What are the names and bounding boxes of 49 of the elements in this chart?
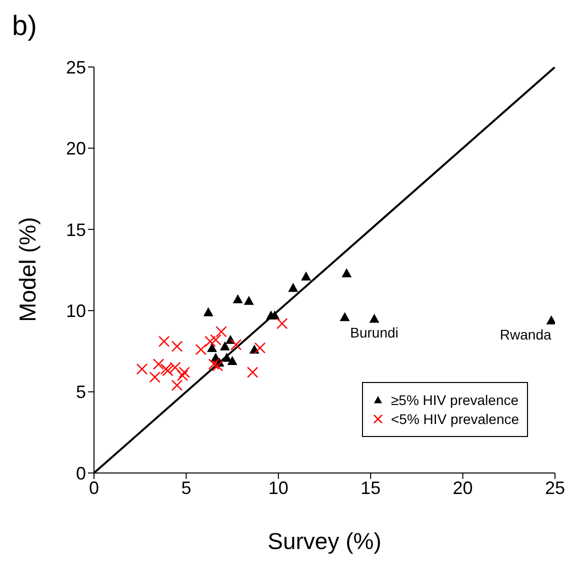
point <box>220 341 230 350</box>
legend-label: ≥5% HIV prevalence <box>391 392 519 408</box>
x-axis-title: Survey (%) <box>266 528 382 555</box>
point <box>176 370 188 382</box>
point <box>171 340 183 352</box>
x-tick-label: 10 <box>268 478 288 498</box>
point <box>301 271 312 280</box>
point <box>178 366 190 378</box>
point <box>232 294 243 304</box>
legend-label: <5% HIV prevalence <box>391 411 520 427</box>
point <box>227 356 238 365</box>
point <box>276 318 288 330</box>
point <box>208 358 220 370</box>
point <box>152 358 164 370</box>
y-tick-label: 5 <box>76 382 86 402</box>
point <box>203 307 214 316</box>
y-tick-label: 25 <box>66 57 86 78</box>
point <box>369 314 380 323</box>
annotation: Rwanda <box>500 326 552 342</box>
y-tick-label: 0 <box>76 463 86 484</box>
point <box>546 315 555 324</box>
x-tick-label: 15 <box>360 478 381 498</box>
x-tick-label: 0 <box>88 478 100 498</box>
point <box>207 342 218 352</box>
point <box>246 366 258 378</box>
point <box>254 342 266 354</box>
point <box>244 296 254 305</box>
chart-title: b) <box>12 10 37 42</box>
y-tick-label: 10 <box>66 300 86 321</box>
x-tick-label: 5 <box>181 478 192 498</box>
y-tick-label: 15 <box>66 220 86 240</box>
point <box>212 360 224 372</box>
point <box>210 334 222 346</box>
x-tick-label: 20 <box>452 478 473 498</box>
point <box>149 372 160 383</box>
y-tick-label: 20 <box>66 138 86 159</box>
annotation: Burundi <box>350 324 398 341</box>
point <box>204 336 216 348</box>
y-axis-title: Model (%) <box>14 216 42 324</box>
point <box>136 363 148 375</box>
point <box>230 339 242 350</box>
point <box>216 326 227 338</box>
point <box>340 312 350 322</box>
point <box>195 344 207 356</box>
point <box>171 380 183 391</box>
point <box>288 282 298 292</box>
x-tick-label: 25 <box>544 478 566 498</box>
point <box>342 268 352 278</box>
point <box>158 336 170 348</box>
